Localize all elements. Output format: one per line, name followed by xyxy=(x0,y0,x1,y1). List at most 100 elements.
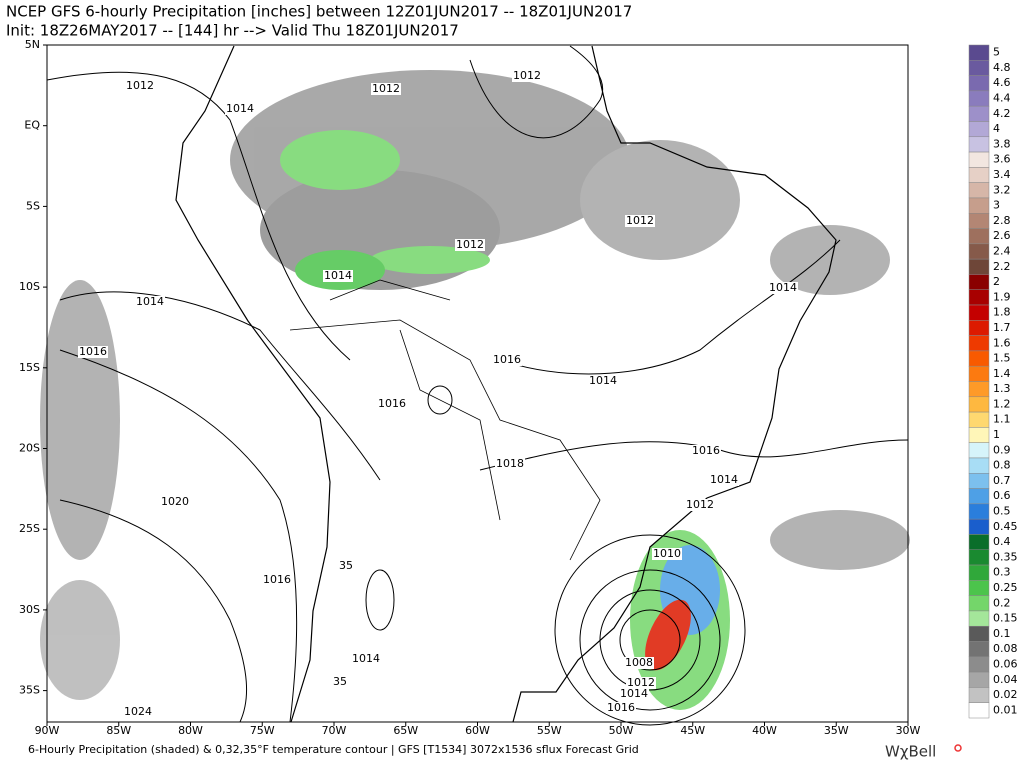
colorbar-label: 0.35 xyxy=(993,550,1018,563)
lat-label: 30S xyxy=(19,603,40,616)
border xyxy=(289,279,601,561)
colorbar-label: 0.8 xyxy=(993,459,1011,472)
contour-label: 1024 xyxy=(124,705,152,718)
color-swatch xyxy=(968,518,990,535)
contour-label: 1014 xyxy=(352,652,380,665)
lat-label: 10S xyxy=(19,280,40,293)
colorbar-label: 0.15 xyxy=(993,612,1018,625)
contour-label-bg xyxy=(624,657,654,669)
color-swatch xyxy=(968,335,990,352)
contour-label: 1012 xyxy=(372,82,400,95)
color-swatch xyxy=(968,656,990,673)
colorbar-label: 2 xyxy=(993,275,1000,288)
contour-label: 1012 xyxy=(456,238,484,251)
lat-label: 5S xyxy=(26,199,40,212)
color-swatch xyxy=(968,534,990,550)
lat-label: 25S xyxy=(19,522,40,535)
color-swatch xyxy=(968,136,990,153)
contour-label: 1012 xyxy=(686,498,714,511)
color-swatch xyxy=(968,564,990,581)
contour-label: 1012 xyxy=(627,676,655,689)
color-swatch xyxy=(968,503,990,520)
colorbar-label: 0.5 xyxy=(993,505,1011,518)
colorbar-label: 2.6 xyxy=(993,229,1011,242)
colorbar-label: 0.01 xyxy=(993,703,1018,716)
lat-label: 15S xyxy=(19,361,40,374)
colorbar-label: 0.9 xyxy=(993,443,1011,456)
colorbar-label: 0.4 xyxy=(993,535,1011,548)
contour-label: 1016 xyxy=(493,353,521,366)
contour-label-bg xyxy=(691,445,721,457)
color-swatch xyxy=(968,580,990,596)
colorbar-label: 1.6 xyxy=(993,336,1011,349)
color-swatch xyxy=(968,121,990,138)
lon-label: 70W xyxy=(322,724,347,737)
colorbar-label: 2.4 xyxy=(993,244,1011,257)
contour-label: 1018 xyxy=(496,457,524,470)
lon-label: 85W xyxy=(106,724,131,737)
colorbar-label: 0.02 xyxy=(993,688,1018,701)
contour-label: 1016 xyxy=(607,701,635,714)
contour-label: 1014 xyxy=(589,374,617,387)
brand-dot xyxy=(954,744,962,752)
brand: WχBell xyxy=(885,743,936,761)
color-swatch xyxy=(968,396,990,413)
colorbar-label: 0.2 xyxy=(993,596,1011,609)
color-swatch xyxy=(968,274,990,290)
color-swatch xyxy=(968,641,990,658)
contour-label-bg xyxy=(125,80,155,92)
color-swatch xyxy=(968,442,990,459)
colorbar-label: 0.04 xyxy=(993,673,1018,686)
color-swatch xyxy=(968,213,990,229)
contour-label-bg xyxy=(492,354,522,366)
color-swatch xyxy=(968,90,990,107)
color-swatch xyxy=(968,427,990,443)
color-swatch xyxy=(968,365,990,382)
contour-label: 1016 xyxy=(79,345,107,358)
lat-label: 20S xyxy=(19,442,40,455)
contour-label: 1012 xyxy=(626,214,654,227)
contour-label-bg xyxy=(225,103,255,115)
axis-labels: 5N EQ 5S 10S 15S 20S 25S 30S 35S 90W 85W 80W 75W 70W 6… xyxy=(19,38,921,737)
colorbar-label: 3 xyxy=(993,199,1000,212)
contour-label-bg xyxy=(78,346,108,358)
contour-label-bg xyxy=(371,83,401,95)
colorbar-label: 1.3 xyxy=(993,382,1011,395)
color-swatch xyxy=(968,243,990,260)
lat-label: EQ xyxy=(24,119,40,132)
color-swatch xyxy=(968,258,990,275)
footer-caption: 6-Hourly Precipitation (shaded) & 0,32,3… xyxy=(28,743,639,756)
colorbar-label: 4.2 xyxy=(993,107,1011,120)
contour-label-bg xyxy=(606,702,636,714)
contour-label: 1014 xyxy=(324,269,352,282)
contour-label-bg xyxy=(626,677,656,689)
colorbar-label: 3.6 xyxy=(993,153,1011,166)
lon-label: 50W xyxy=(609,724,634,737)
color-swatch xyxy=(968,381,990,398)
colorbar-label: 1.9 xyxy=(993,290,1011,303)
contour-label-bg xyxy=(709,474,739,486)
precip-area xyxy=(370,246,490,274)
colorbar-label: 3.2 xyxy=(993,183,1011,196)
colorbar-label: 4 xyxy=(993,122,1000,135)
color-swatch xyxy=(968,304,990,321)
lon-label: 75W xyxy=(250,724,275,737)
contour-label-bg xyxy=(588,375,618,387)
contour-label: 1010 xyxy=(653,547,681,560)
contour-label-bg xyxy=(685,499,715,511)
color-swatch xyxy=(968,182,990,199)
color-swatch xyxy=(968,167,990,183)
colorbar-label: 0.6 xyxy=(993,489,1011,502)
colorbar-label: 2.2 xyxy=(993,260,1011,273)
title: NCEP GFS 6-hourly Precipitation [inches]… xyxy=(6,3,632,21)
colorbar-label: 0.06 xyxy=(993,657,1018,670)
colorbar-label: 4.6 xyxy=(993,76,1011,89)
subtitle: Init: 18Z26MAY2017 -- [144] hr --> Valid… xyxy=(6,22,459,40)
color-swatch xyxy=(968,488,990,505)
contour-label: 1016 xyxy=(263,573,291,586)
lat-label: 35S xyxy=(19,684,40,697)
colorbar-label: 0.7 xyxy=(993,474,1011,487)
colorbar-label: 5 xyxy=(993,46,1000,59)
contour-label-bg xyxy=(123,706,153,718)
